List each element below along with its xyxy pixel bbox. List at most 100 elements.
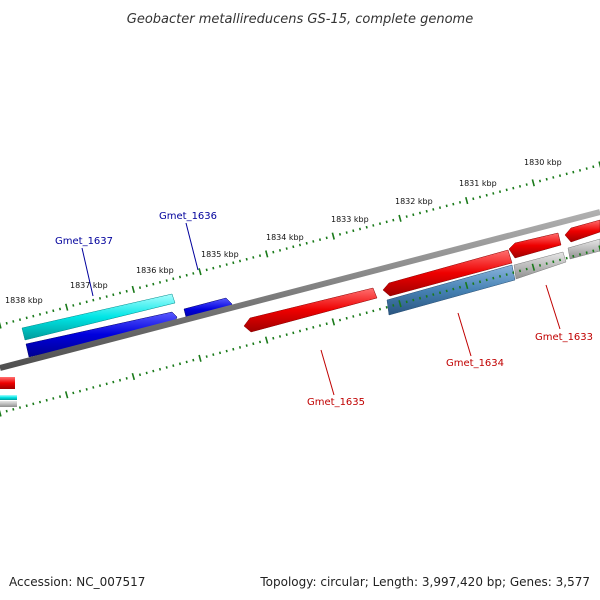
gene-partial-left-grey xyxy=(0,401,17,407)
inner-ring-minor-tick xyxy=(72,391,75,395)
outer-ring-major-tick xyxy=(331,232,335,240)
inner-ring-minor-tick xyxy=(585,251,588,255)
inner-ring-minor-tick xyxy=(558,258,562,262)
outer-ring-minor-tick xyxy=(5,321,8,325)
inner-ring-major-tick xyxy=(131,372,136,381)
outer-ring-major-tick xyxy=(398,214,402,222)
inner-ring-minor-tick xyxy=(372,309,375,313)
outer-ring-minor-tick xyxy=(485,193,488,197)
leader-gmet-1634 xyxy=(457,312,472,357)
tick-label-1832: 1832 kbp xyxy=(395,197,433,206)
outer-ring-minor-tick xyxy=(545,177,548,181)
inner-ring-major-tick xyxy=(264,336,269,344)
outer-ring-major-tick xyxy=(265,250,269,258)
outer-ring-minor-tick xyxy=(385,220,388,224)
inner-ring-major-tick xyxy=(464,281,469,290)
inner-ring-minor-tick xyxy=(412,298,415,302)
outer-ring-minor-tick xyxy=(245,257,248,261)
outer-ring-minor-tick xyxy=(192,272,195,275)
inner-ring-minor-tick xyxy=(52,397,55,400)
inner-ring-minor-tick xyxy=(452,287,455,291)
outer-ring-minor-tick xyxy=(578,168,582,172)
inner-ring-minor-tick xyxy=(345,316,348,320)
gene-gmet-1634-steel[interactable] xyxy=(386,264,516,316)
outer-ring-minor-tick xyxy=(145,284,148,288)
tick-label-1835: 1835 kbp xyxy=(201,250,239,259)
inner-ring-minor-tick xyxy=(178,362,182,366)
inner-ring-minor-tick xyxy=(32,402,35,406)
outer-ring-minor-tick xyxy=(18,318,22,322)
gene-partial-left-red xyxy=(0,377,15,389)
label-gmet-1637[interactable]: Gmet_1637 xyxy=(55,236,113,247)
outer-ring-minor-tick xyxy=(185,273,188,277)
inner-ring-minor-tick xyxy=(492,276,495,280)
label-gmet-1634[interactable]: Gmet_1634 xyxy=(446,358,504,369)
inner-ring-minor-tick xyxy=(25,404,28,408)
outer-ring-minor-tick xyxy=(158,280,162,284)
outer-ring-minor-tick xyxy=(258,254,262,258)
label-gmet-1636[interactable]: Gmet_1636 xyxy=(159,211,217,222)
inner-ring-minor-tick xyxy=(485,278,488,282)
inner-ring-minor-tick xyxy=(358,313,362,316)
outer-ring-minor-tick xyxy=(518,184,522,188)
inner-ring-minor-tick xyxy=(512,271,515,275)
reverse-strand-genes xyxy=(0,219,600,389)
leader-gmet-1637 xyxy=(81,247,94,297)
inner-ring-minor-tick xyxy=(285,333,288,337)
outer-ring-minor-tick xyxy=(92,298,95,302)
outer-ring-minor-tick xyxy=(272,250,275,254)
outer-ring-minor-tick xyxy=(378,222,382,226)
inner-ring-minor-tick xyxy=(518,269,522,273)
outer-ring-minor-tick xyxy=(45,311,48,314)
gene-gmet-1634-red[interactable] xyxy=(382,249,513,297)
tick-label-1837: 1837 kbp xyxy=(70,281,108,290)
outer-ring-minor-tick xyxy=(405,215,408,218)
leader-gmet-1633 xyxy=(545,284,561,330)
inner-ring-minor-tick xyxy=(565,256,568,260)
outer-ring-minor-tick xyxy=(72,304,75,307)
gene-gmet-1633[interactable] xyxy=(508,232,562,259)
gene-partial-left-cyan xyxy=(0,395,17,400)
inner-ring-minor-tick xyxy=(105,382,108,386)
outer-ring-minor-tick xyxy=(492,192,495,195)
label-gmet-1635[interactable]: Gmet_1635 xyxy=(307,397,365,408)
inner-ring-minor-tick xyxy=(325,322,328,326)
outer-ring-minor-tick xyxy=(152,282,155,286)
outer-ring-minor-tick xyxy=(25,316,28,320)
outer-ring-minor-tick xyxy=(592,165,595,169)
inner-ring-minor-tick xyxy=(112,380,115,384)
label-gmet-1633[interactable]: Gmet_1633 xyxy=(535,332,593,343)
outer-ring-major-tick xyxy=(0,321,2,329)
inner-ring-minor-tick xyxy=(385,305,388,309)
inner-ring-minor-tick xyxy=(472,282,475,286)
gene-gmet-1635[interactable] xyxy=(243,287,378,333)
inner-ring-minor-tick xyxy=(478,280,482,284)
inner-ring-minor-tick xyxy=(572,254,575,258)
inner-ring-minor-tick xyxy=(258,340,262,344)
outer-ring-minor-tick xyxy=(212,266,215,270)
inner-ring-minor-tick xyxy=(392,304,395,307)
inner-ring-minor-tick xyxy=(312,325,315,329)
outer-ring-minor-tick xyxy=(505,188,508,192)
outer-ring-minor-tick xyxy=(325,236,328,240)
inner-ring-minor-tick xyxy=(5,409,8,413)
outer-ring-minor-tick xyxy=(472,197,475,201)
leader-gmet-1636 xyxy=(185,222,199,271)
outer-ring-minor-tick xyxy=(525,183,528,186)
outer-ring-minor-tick xyxy=(118,291,122,295)
inner-ring-minor-tick xyxy=(152,369,155,373)
inner-ring-minor-tick xyxy=(172,364,175,368)
gene-partial-right-red xyxy=(564,219,600,243)
inner-ring-minor-tick xyxy=(125,376,128,380)
outer-ring-minor-tick xyxy=(412,213,415,217)
inner-ring-major-tick xyxy=(198,354,202,362)
outer-ring-minor-tick xyxy=(165,279,168,282)
gene-gmet-1637-cyan[interactable] xyxy=(21,293,176,341)
kbp-labels: 1830 kbp 1831 kbp 1832 kbp 1833 kbp 1834… xyxy=(5,158,562,305)
outer-ring-minor-tick xyxy=(305,241,308,245)
inner-ring-minor-tick xyxy=(298,329,302,333)
outer-ring-minor-tick xyxy=(98,296,102,300)
inner-ring-minor-tick xyxy=(305,327,308,331)
inner-ring-minor-tick xyxy=(138,373,142,377)
